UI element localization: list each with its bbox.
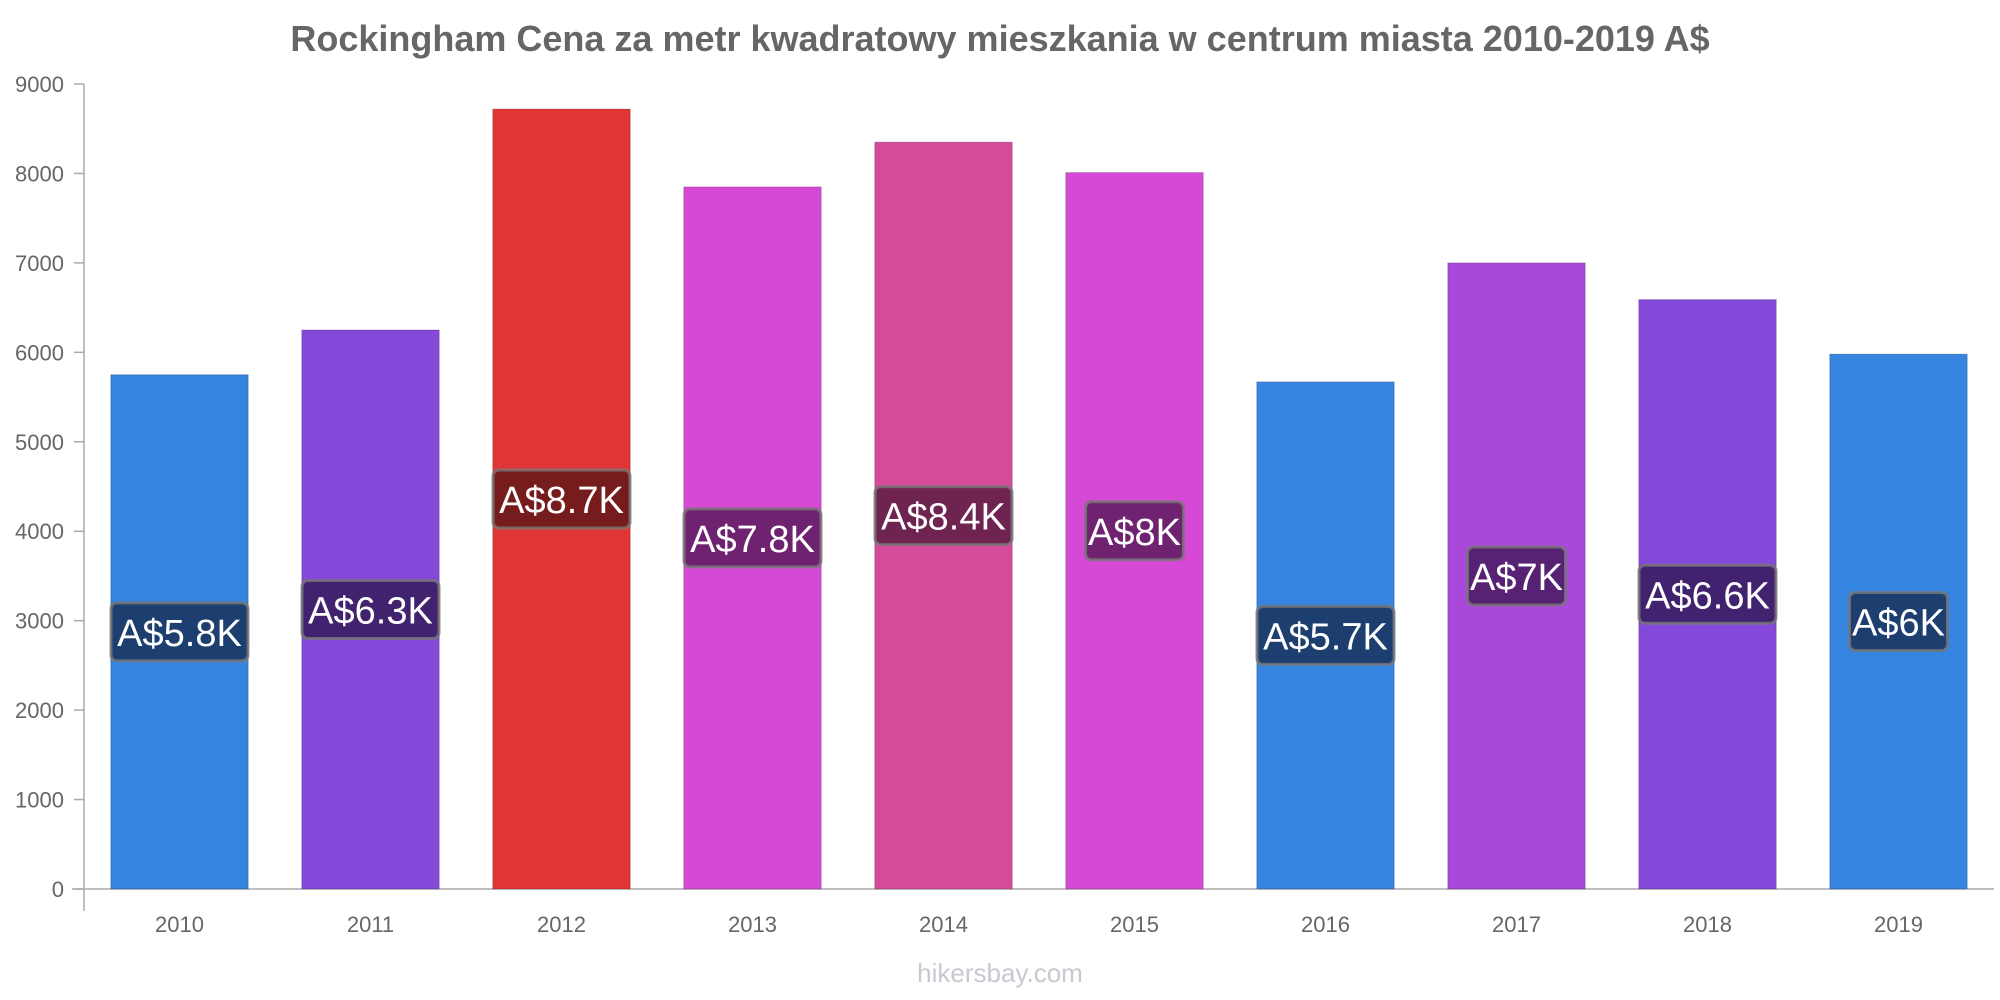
data-label: A$5.8K: [117, 613, 242, 655]
y-tick-label: 1000: [15, 788, 64, 813]
data-label: A$8K: [1088, 512, 1181, 554]
data-label: A$6K: [1852, 603, 1945, 645]
data-label: A$8.7K: [499, 480, 624, 522]
data-label-box: [1255, 604, 1396, 666]
data-label-box: [1637, 563, 1778, 625]
x-tick-label: 2018: [1683, 912, 1732, 937]
data-label-box: [1084, 500, 1185, 562]
x-tick-label: 2019: [1874, 912, 1923, 937]
data-label-box: [1848, 591, 1949, 653]
watermark: hikersbay.com: [917, 958, 1083, 988]
data-label-box: [873, 485, 1014, 547]
x-tick-label: 2011: [347, 912, 394, 937]
y-tick-label: 6000: [15, 340, 64, 365]
y-tick-label: 9000: [15, 72, 64, 97]
x-tick-label: 2010: [155, 912, 204, 937]
data-label: A$8.4K: [881, 497, 1006, 539]
x-tick-label: 2014: [919, 912, 968, 937]
x-tick-label: 2015: [1110, 912, 1159, 937]
y-tick-label: 7000: [15, 251, 64, 276]
data-label: A$7.8K: [690, 519, 815, 561]
y-tick-label: 5000: [15, 430, 64, 455]
x-tick-label: 2017: [1492, 912, 1541, 937]
x-tick-label: 2013: [728, 912, 777, 937]
chart-title: Rockingham Cena za metr kwadratowy miesz…: [290, 18, 1710, 59]
data-label-box: [682, 507, 823, 569]
data-label-box: [491, 468, 632, 530]
data-label-box: [300, 578, 441, 640]
data-label: A$6.3K: [308, 590, 433, 632]
y-tick-label: 8000: [15, 161, 64, 186]
y-tick-label: 4000: [15, 519, 64, 544]
y-tick-label: 3000: [15, 609, 64, 634]
data-label-box: [109, 601, 250, 663]
y-tick-label: 0: [52, 877, 64, 902]
x-tick-label: 2012: [537, 912, 586, 937]
data-label: A$5.7K: [1263, 616, 1388, 658]
y-tick-label: 2000: [15, 698, 64, 723]
data-label-box: [1466, 545, 1567, 607]
x-tick-label: 2016: [1301, 912, 1350, 937]
data-label: A$7K: [1470, 557, 1563, 599]
data-label: A$6.6K: [1645, 575, 1770, 617]
